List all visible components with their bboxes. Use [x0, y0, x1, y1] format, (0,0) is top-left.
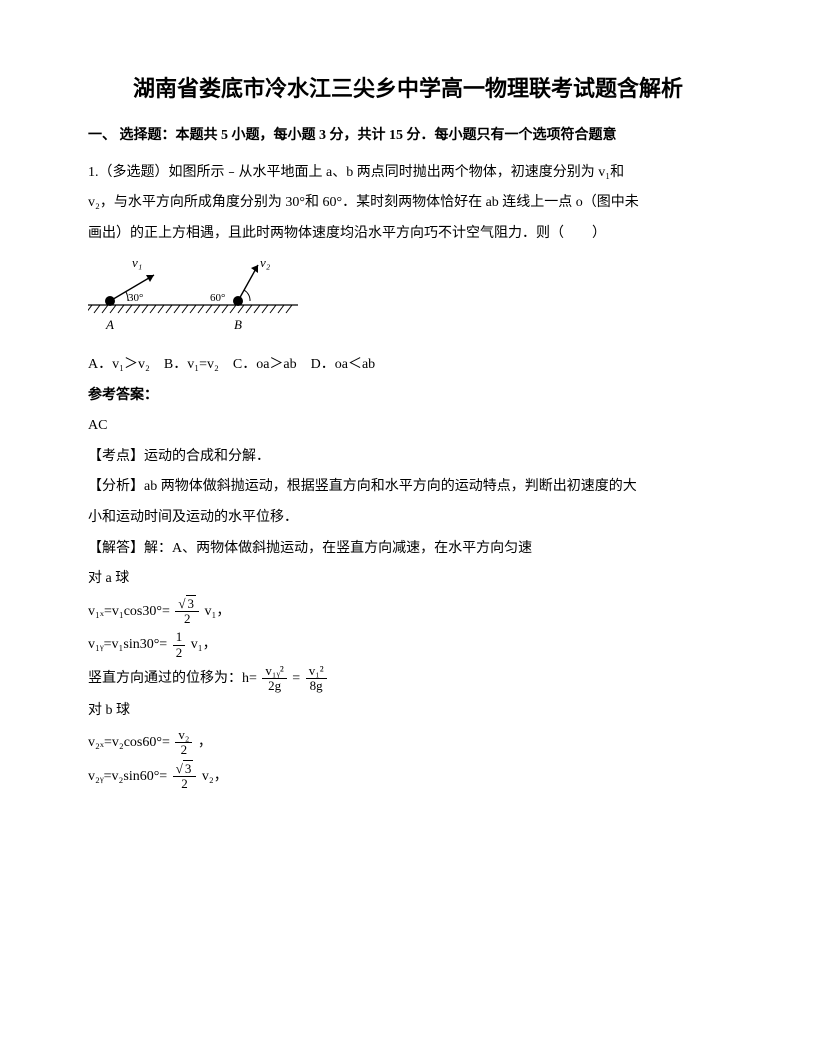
- eq5-post: v₂，: [202, 769, 228, 784]
- section-heading: 一、 选择题：本题共 5 小题，每小题 3 分，共计 15 分．每小题只有一个选…: [88, 123, 728, 150]
- eq3-mid: =: [292, 671, 300, 686]
- diagram-point-b: B: [234, 317, 242, 332]
- q1-kaodian: 【考点】运动的合成和分解．: [88, 444, 728, 471]
- q1-answer: AC: [88, 413, 728, 440]
- frac-v12-over-8g: v₁² 8g: [306, 664, 327, 694]
- q1-options: A．v₁＞v₂ B．v₁=v₂ C．oa＞ab D．oa＜ab: [88, 352, 728, 379]
- eq2-post: v₁，: [191, 637, 217, 652]
- q1-for-b: 对 b 球: [88, 698, 728, 725]
- q1-jieda: 【解答】解：A、两物体做斜抛运动，在竖直方向减速，在水平方向匀速: [88, 536, 728, 563]
- diagram-v2-label: v₂: [260, 255, 271, 270]
- eq-h: 竖直方向通过的位移为：h= v₁ᵧ² 2g = v₁² 8g: [88, 664, 728, 694]
- eq-v1y: v₁ᵧ=v₁sin30°= 1 2 v₁，: [88, 630, 728, 660]
- eq2-pre: v₁ᵧ=v₁sin30°=: [88, 637, 167, 652]
- q1-fenxi-l1: 【分析】ab 两物体做斜抛运动，根据竖直方向和水平方向的运动特点，判断出初速度的…: [88, 474, 728, 501]
- eq-v2x: v₂ₓ=v₂cos60°= v₂ 2 ，: [88, 728, 728, 758]
- eq5-pre: v₂ᵧ=v₂sin60°=: [88, 769, 167, 784]
- frac-v2-over-2: v₂ 2: [175, 728, 192, 758]
- eq4-pre: v₂ₓ=v₂cos60°=: [88, 735, 170, 750]
- eq1-pre: v₁ₓ=v₁cos30°=: [88, 604, 170, 619]
- q1-stem-line2: v₂，与水平方向所成角度分别为 30°和 60°．某时刻两物体恰好在 ab 连线…: [88, 190, 728, 217]
- eq4-post: ，: [198, 735, 212, 750]
- frac-v1y2-over-2g: v₁ᵧ² 2g: [262, 664, 286, 694]
- q1-for-a: 对 a 球: [88, 566, 728, 593]
- eq1-post: v₁，: [205, 604, 231, 619]
- projectile-diagram: v₁ 30° v₂ 60° A B: [88, 253, 728, 344]
- frac-1-over-2: 1 2: [173, 630, 186, 660]
- q1-fenxi-l2: 小和运动时间及运动的水平位移．: [88, 505, 728, 532]
- diagram-angle-60: 60°: [210, 292, 225, 304]
- frac-sqrt3-over-2b: 3 2: [173, 762, 197, 792]
- diagram-point-a: A: [105, 317, 114, 332]
- frac-sqrt3-over-2: 3 2: [175, 597, 199, 627]
- answer-label: 参考答案：: [88, 383, 728, 410]
- diagram-angle-30: 30°: [128, 292, 143, 304]
- q1-stem-line1: 1.（多选题）如图所示﹣从水平地面上 a、b 两点同时抛出两个物体，初速度分别为…: [88, 160, 728, 187]
- q1-stem-line3: 画出）的正上方相遇，且此时两物体速度均沿水平方向巧不计空气阻力．则（ ）: [88, 221, 728, 248]
- eq-v2y: v₂ᵧ=v₂sin60°= 3 2 v₂，: [88, 762, 728, 792]
- diagram-v1-label: v₁: [132, 255, 142, 270]
- eq3-pre: 竖直方向通过的位移为：h=: [88, 671, 257, 686]
- eq-v1x: v₁ₓ=v₁cos30°= 3 2 v₁，: [88, 597, 728, 627]
- page-title: 湖南省娄底市冷水江三尖乡中学高一物理联考试题含解析: [88, 72, 728, 105]
